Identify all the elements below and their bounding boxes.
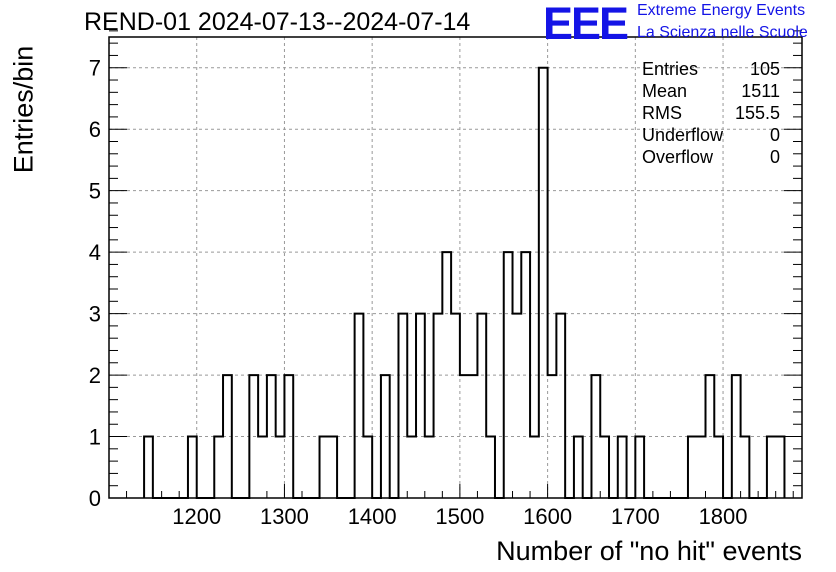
x-tick-label: 1500	[435, 504, 484, 529]
stats-value: 1511	[741, 81, 780, 101]
stats-label: Underflow	[642, 125, 724, 145]
stats-row-mean: Mean 1511	[642, 80, 780, 102]
stats-label: Overflow	[642, 147, 714, 167]
logo-line-1: Extreme Energy Events	[637, 2, 806, 19]
stats-row-entries: Entries 105	[642, 58, 780, 80]
tick-labels: 1200 1300 1400 1500 1600 1700 1800 0 1 2 3 4 5 6 7	[89, 56, 748, 529]
y-tick-label: 4	[89, 240, 101, 265]
y-tick-label: 0	[89, 486, 101, 511]
x-tick-label: 1600	[523, 504, 572, 529]
stats-value: 155.5	[734, 103, 780, 123]
stats-value: 105	[749, 59, 780, 79]
plot-frame	[108, 36, 803, 499]
x-tick-label: 1400	[348, 504, 397, 529]
stats-row-rms: RMS 155.5	[642, 102, 780, 124]
stats-box: Entries 105 Mean 1511 RMS 155.5 Underflo…	[642, 58, 780, 168]
x-tick-label: 1800	[699, 504, 748, 529]
y-tick-label: 2	[89, 363, 101, 388]
y-tick-label: 6	[89, 117, 101, 142]
axis-ticks	[108, 30, 802, 499]
stats-row-underflow: Underflow 0	[642, 124, 780, 146]
y-tick-label: 7	[89, 56, 101, 81]
y-tick-label: 3	[89, 302, 101, 327]
y-tick-label: 1	[89, 425, 101, 450]
eee-logo: EEE	[543, 0, 629, 49]
x-tick-label: 1300	[260, 504, 309, 529]
logo-line-2: La Scienza nelle Scuole	[637, 24, 808, 41]
stats-label: RMS	[642, 103, 682, 123]
x-tick-label: 1700	[611, 504, 660, 529]
chart-title: REND-01 2024-07-13--2024-07-14	[84, 8, 471, 36]
y-axis-label: Entries/bin	[8, 45, 39, 174]
stats-value: 0	[769, 125, 780, 145]
stats-label: Entries	[642, 59, 699, 79]
x-tick-label: 1200	[172, 504, 221, 529]
stats-label: Mean	[642, 81, 688, 101]
x-axis-label: Number of "no hit" events	[496, 536, 802, 566]
y-tick-label: 5	[89, 179, 101, 204]
stats-value: 0	[769, 147, 780, 167]
stats-row-overflow: Overflow 0	[642, 146, 780, 168]
